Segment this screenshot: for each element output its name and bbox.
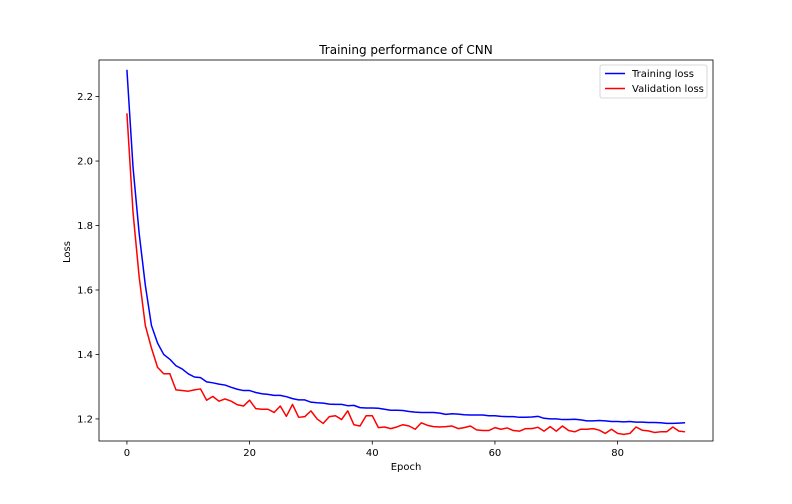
x-tick-label: 40 xyxy=(366,448,379,459)
legend-label: Training loss xyxy=(631,69,694,80)
y-axis-label: Loss xyxy=(62,241,73,263)
x-tick-label: 60 xyxy=(489,448,502,459)
x-axis-label: Epoch xyxy=(391,462,422,473)
y-tick-label: 1.2 xyxy=(77,414,93,425)
y-tick-label: 1.8 xyxy=(77,221,93,232)
x-tick-label: 80 xyxy=(611,448,624,459)
x-tick-label: 0 xyxy=(124,448,130,459)
y-tick-label: 2.0 xyxy=(77,157,93,168)
y-tick-label: 2.2 xyxy=(77,92,93,103)
x-tick-label: 20 xyxy=(243,448,256,459)
plot-area xyxy=(98,59,714,442)
x-axis-ticks: 0 20 40 60 80 xyxy=(124,441,624,459)
series-layer xyxy=(126,69,686,436)
legend-label: Validation loss xyxy=(632,84,704,95)
legend: Training loss Validation loss xyxy=(599,64,708,99)
chart-title: Training performance of CNN xyxy=(318,43,493,57)
y-tick-label: 1.6 xyxy=(77,285,93,296)
y-tick-label: 1.4 xyxy=(77,350,93,361)
series-line-validation-loss xyxy=(126,113,686,436)
y-axis-ticks: 1.2 1.4 1.6 1.8 2.0 2.2 xyxy=(77,92,99,425)
series-line-training-loss xyxy=(126,69,686,425)
legend-box xyxy=(599,64,708,99)
plot-frame xyxy=(98,59,714,442)
